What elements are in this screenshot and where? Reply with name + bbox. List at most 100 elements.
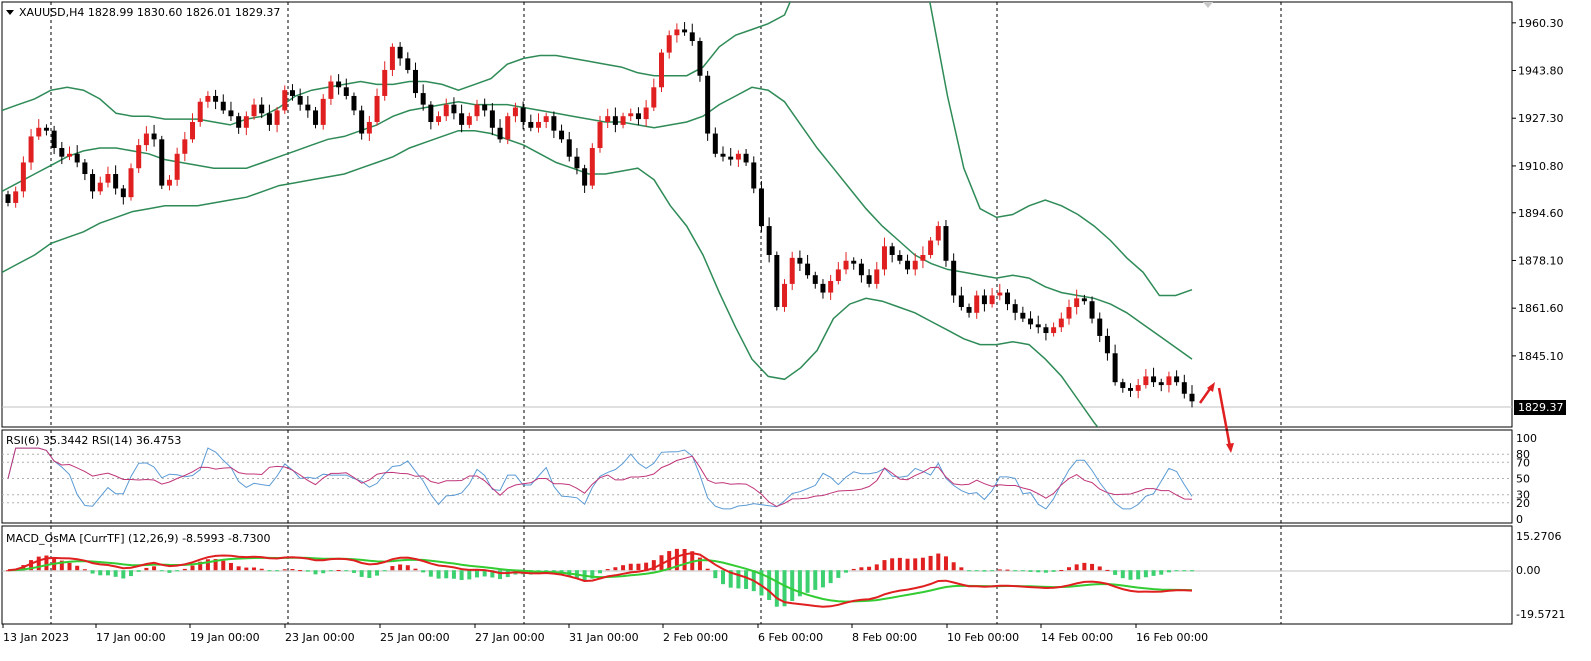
candle-body[interactable] — [1028, 318, 1034, 325]
candle-body[interactable] — [751, 162, 757, 189]
candle-body[interactable] — [228, 110, 234, 117]
candle-body[interactable] — [789, 257, 795, 284]
candle-body[interactable] — [351, 95, 357, 111]
candle-body[interactable] — [828, 280, 834, 293]
candle-body[interactable] — [174, 153, 180, 180]
candle-body[interactable] — [289, 90, 295, 96]
candle-body[interactable] — [543, 116, 549, 122]
candle-body[interactable] — [782, 283, 788, 308]
candle-body[interactable] — [451, 104, 457, 114]
candle-body[interactable] — [74, 153, 80, 163]
candle-body[interactable] — [443, 104, 449, 117]
candle-body[interactable] — [551, 116, 557, 131]
candle-body[interactable] — [689, 32, 695, 42]
candle-body[interactable] — [274, 110, 280, 125]
candle-body[interactable] — [666, 35, 672, 53]
candle-body[interactable] — [943, 226, 949, 261]
candle-body[interactable] — [997, 292, 1003, 296]
candle-body[interactable] — [1051, 327, 1057, 334]
candle-body[interactable] — [1097, 318, 1103, 336]
candle-body[interactable] — [190, 121, 196, 140]
candle-body[interactable] — [582, 168, 588, 186]
candle-body[interactable] — [758, 188, 764, 227]
candle-body[interactable] — [958, 295, 964, 308]
candle-body[interactable] — [205, 95, 211, 102]
candle-body[interactable] — [705, 75, 711, 134]
candle-body[interactable] — [1066, 307, 1072, 319]
candle-body[interactable] — [297, 95, 303, 105]
candle-body[interactable] — [966, 307, 972, 313]
candle-body[interactable] — [336, 81, 342, 88]
candle-body[interactable] — [159, 139, 165, 186]
candle-body[interactable] — [251, 104, 257, 117]
candle-body[interactable] — [1143, 376, 1149, 386]
candle-body[interactable] — [1035, 324, 1041, 328]
candle-body[interactable] — [1081, 298, 1087, 302]
candle-body[interactable] — [1012, 304, 1018, 313]
candle-body[interactable] — [359, 110, 365, 134]
candle-body[interactable] — [28, 136, 34, 163]
candle-body[interactable] — [243, 116, 249, 128]
candle-body[interactable] — [528, 121, 534, 128]
candle-body[interactable] — [220, 101, 226, 111]
candle-body[interactable] — [436, 116, 442, 122]
candle-body[interactable] — [128, 168, 134, 198]
candle-body[interactable] — [328, 81, 334, 99]
candlesticks[interactable] — [5, 22, 1195, 408]
candle-body[interactable] — [858, 263, 864, 276]
candle-body[interactable] — [1189, 393, 1195, 402]
candle-body[interactable] — [374, 95, 380, 122]
candle-body[interactable] — [843, 260, 849, 270]
candle-body[interactable] — [889, 246, 895, 255]
candle-body[interactable] — [766, 226, 772, 255]
candle-body[interactable] — [743, 153, 749, 163]
candle-body[interactable] — [728, 156, 734, 160]
candle-body[interactable] — [674, 29, 680, 36]
candle-body[interactable] — [812, 275, 818, 284]
candle-body[interactable] — [105, 174, 111, 183]
candle-body[interactable] — [320, 98, 326, 125]
candle-body[interactable] — [20, 162, 26, 192]
candle-body[interactable] — [1074, 298, 1080, 308]
candle-body[interactable] — [489, 110, 495, 128]
candle-body[interactable] — [1120, 382, 1126, 388]
candle-body[interactable] — [597, 121, 603, 149]
candle-body[interactable] — [113, 174, 119, 189]
candle-body[interactable] — [612, 116, 618, 125]
candle-body[interactable] — [897, 254, 903, 261]
candle-body[interactable] — [1151, 376, 1157, 383]
candle-body[interactable] — [805, 263, 811, 276]
candle-body[interactable] — [866, 275, 872, 284]
menu-triangle-icon[interactable] — [6, 10, 14, 15]
candle-body[interactable] — [466, 116, 472, 125]
candle-body[interactable] — [905, 260, 911, 270]
candle-body[interactable] — [635, 113, 641, 120]
candle-body[interactable] — [566, 139, 572, 157]
candle-body[interactable] — [682, 29, 688, 33]
candle-body[interactable] — [912, 260, 918, 270]
candle-body[interactable] — [605, 116, 611, 122]
candle-body[interactable] — [589, 148, 595, 186]
candle-body[interactable] — [282, 90, 288, 111]
candle-body[interactable] — [313, 110, 319, 125]
candle-body[interactable] — [1020, 312, 1026, 319]
candle-body[interactable] — [13, 191, 19, 203]
candle-body[interactable] — [512, 107, 518, 117]
candle-body[interactable] — [382, 69, 388, 96]
candle-body[interactable] — [620, 116, 626, 125]
candle-body[interactable] — [474, 104, 480, 117]
candle-body[interactable] — [1135, 385, 1141, 391]
candle-body[interactable] — [981, 295, 987, 305]
candle-body[interactable] — [920, 254, 926, 261]
candle-body[interactable] — [505, 116, 511, 140]
candle-body[interactable] — [213, 95, 219, 102]
candle-body[interactable] — [1127, 387, 1133, 391]
candle-body[interactable] — [820, 283, 826, 293]
candle-body[interactable] — [420, 93, 426, 105]
candle-body[interactable] — [67, 153, 73, 157]
candle-body[interactable] — [881, 246, 887, 270]
shift-marker-icon[interactable] — [1203, 2, 1213, 8]
candle-body[interactable] — [97, 182, 103, 192]
candle-body[interactable] — [43, 127, 49, 131]
candle-body[interactable] — [1174, 376, 1180, 383]
